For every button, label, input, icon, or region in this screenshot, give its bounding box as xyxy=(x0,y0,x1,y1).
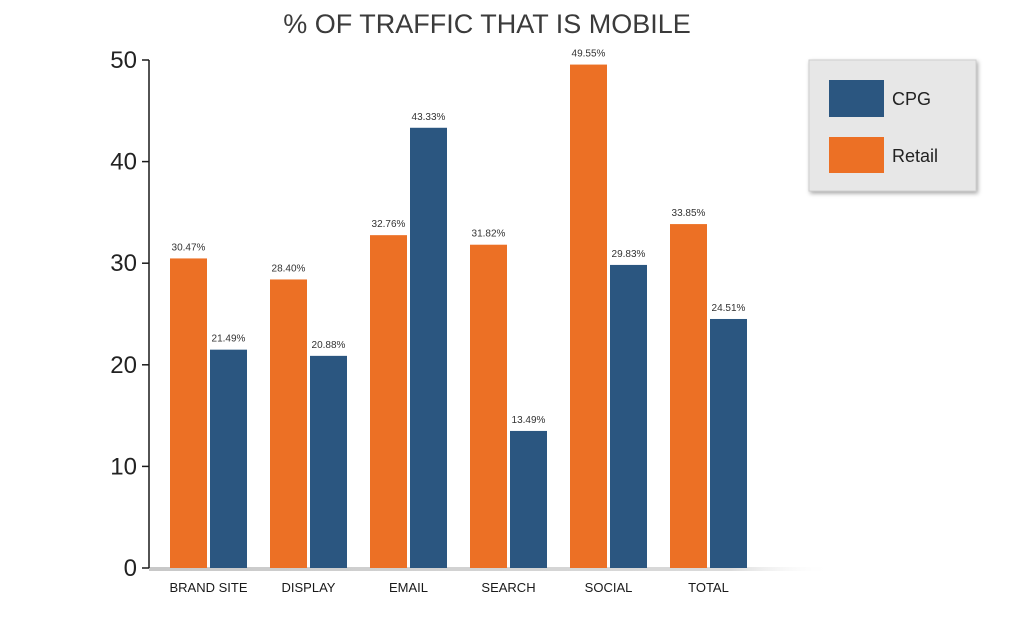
bar-retail-search xyxy=(470,244,507,568)
x-tick-label-brand-site: BRAND SITE xyxy=(169,580,247,595)
plot-area: 0 10 20 30 40 50 30.47% 21.49% 28.40% 20.88% 32.7… xyxy=(110,47,832,595)
bar-cpg-email xyxy=(410,127,447,568)
bar-cpg-display xyxy=(310,355,347,568)
x-tick-label-social: SOCIAL xyxy=(585,580,633,595)
y-tick-label: 30 xyxy=(110,250,137,277)
x-tick-label-display: DISPLAY xyxy=(282,580,336,595)
x-tick-label-email: EMAIL xyxy=(389,580,428,595)
y-axis-ticks: 0 10 20 30 40 50 xyxy=(110,47,149,582)
data-label-cpg-search: 13.49% xyxy=(512,415,546,426)
y-tick-label: 40 xyxy=(110,149,137,176)
bar-retail-total xyxy=(670,224,707,569)
data-label-cpg-total: 24.51% xyxy=(712,303,746,314)
bar-cpg-search xyxy=(510,430,547,568)
y-tick-label: 20 xyxy=(110,352,137,379)
data-label-retail-search: 31.82% xyxy=(472,229,506,240)
bar-retail-brand-site xyxy=(170,258,207,568)
baseline-shadow xyxy=(149,567,832,571)
y-tick-label: 10 xyxy=(110,453,137,480)
y-tick-label: 50 xyxy=(110,47,137,74)
bar-retail-email xyxy=(370,235,407,569)
legend-label-retail: Retail xyxy=(892,146,938,166)
data-label-retail-total: 33.85% xyxy=(672,208,706,219)
x-axis-ticks: BRAND SITE DISPLAY EMAIL SEARCH SOCIAL TOTAL xyxy=(169,580,728,595)
bar-cpg-social xyxy=(610,264,647,568)
legend-swatch-retail xyxy=(829,137,884,173)
x-tick-label-search: SEARCH xyxy=(481,580,535,595)
data-label-retail-brand-site: 30.47% xyxy=(172,242,206,253)
legend-label-cpg: CPG xyxy=(892,89,931,109)
data-label-cpg-social: 29.83% xyxy=(612,249,646,260)
bar-retail-display xyxy=(270,279,307,568)
data-label-cpg-brand-site: 21.49% xyxy=(212,334,246,345)
legend: CPG Retail xyxy=(808,59,977,192)
y-tick-label: 0 xyxy=(124,555,137,582)
bar-retail-social xyxy=(570,64,607,569)
data-label-retail-display: 28.40% xyxy=(272,263,306,274)
legend-swatch-cpg xyxy=(829,80,884,117)
data-label-cpg-display: 20.88% xyxy=(312,340,346,351)
data-labels: 30.47% 21.49% 28.40% 20.88% 32.76% 43.33% 31.8… xyxy=(172,49,746,426)
bar-cpg-total xyxy=(710,318,747,568)
x-tick-label-total: TOTAL xyxy=(688,580,729,595)
bar-cpg-brand-site xyxy=(210,349,247,568)
bars xyxy=(170,64,747,569)
data-label-retail-social: 49.55% xyxy=(572,49,606,60)
data-label-retail-email: 32.76% xyxy=(372,219,406,230)
chart-title: % OF TRAFFIC THAT IS MOBILE xyxy=(283,9,691,39)
data-label-cpg-email: 43.33% xyxy=(412,112,446,123)
